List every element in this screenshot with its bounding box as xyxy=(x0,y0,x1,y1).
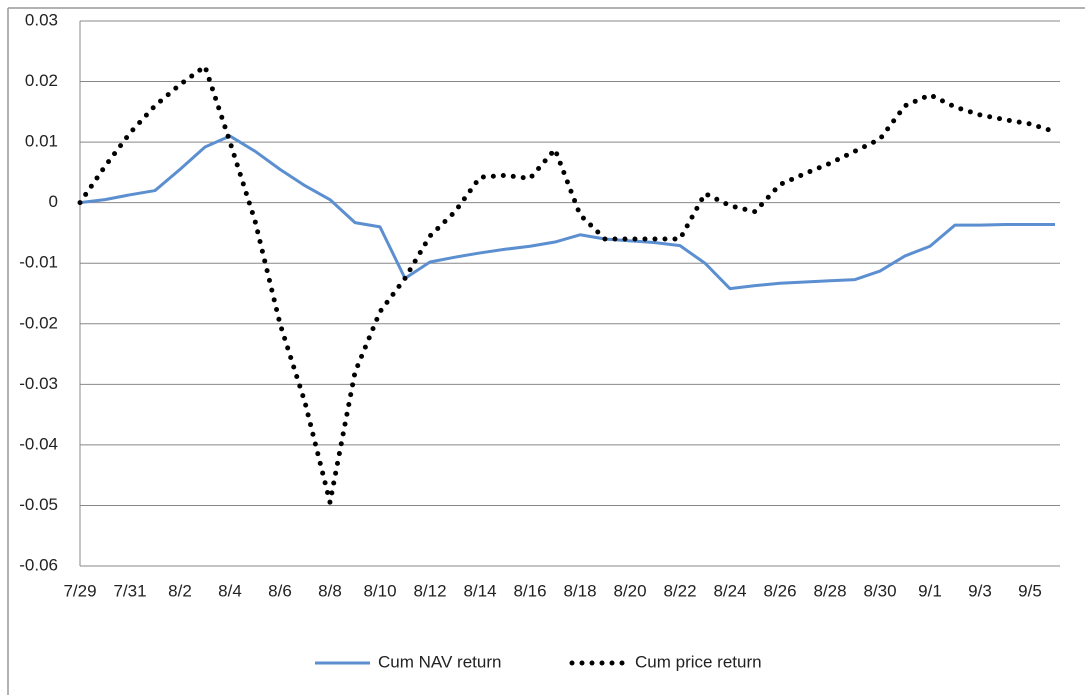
y-tick-label: 0.01 xyxy=(25,132,58,151)
series-line xyxy=(79,134,1055,291)
x-tick-label: 8/12 xyxy=(413,581,446,600)
x-tick-label: 9/3 xyxy=(968,581,992,600)
x-tick-label: 8/10 xyxy=(363,581,396,600)
x-tick-label: 7/29 xyxy=(63,581,96,600)
x-tick-label: 8/6 xyxy=(268,581,292,600)
x-tick-label: 8/20 xyxy=(613,581,646,600)
series-line xyxy=(77,63,1058,505)
y-tick-label: 0 xyxy=(49,192,58,211)
y-tick-label: -0.04 xyxy=(19,434,58,453)
x-tick-label: 8/26 xyxy=(763,581,796,600)
x-tick-label: 8/28 xyxy=(813,581,846,600)
x-tick-label: 8/16 xyxy=(513,581,546,600)
y-tick-label: 0.03 xyxy=(25,10,58,29)
x-tick-label: 8/24 xyxy=(713,581,746,600)
y-tick-label: -0.02 xyxy=(19,313,58,332)
x-tick-label: 7/31 xyxy=(113,581,146,600)
legend: Cum NAV return Cum price return xyxy=(315,652,762,671)
x-tick-label: 8/4 xyxy=(218,581,242,600)
x-tick-label: 9/1 xyxy=(918,581,942,600)
y-tick-label: -0.03 xyxy=(19,374,58,393)
x-tick-label: 8/18 xyxy=(563,581,596,600)
y-tick-label: 0.02 xyxy=(25,71,58,90)
y-tick-label: -0.06 xyxy=(19,555,58,574)
x-tick-label: 8/14 xyxy=(463,581,496,600)
x-tick-label: 8/2 xyxy=(168,581,192,600)
x-tick-label: 8/8 xyxy=(318,581,342,600)
legend-label: Cum price return xyxy=(635,652,762,671)
legend-label: Cum NAV return xyxy=(378,652,501,671)
x-tick-label: 8/30 xyxy=(863,581,896,600)
x-tick-label: 8/22 xyxy=(663,581,696,600)
y-tick-label: -0.01 xyxy=(19,253,58,272)
y-tick-label: -0.05 xyxy=(19,495,58,514)
x-tick-label: 9/5 xyxy=(1018,581,1042,600)
